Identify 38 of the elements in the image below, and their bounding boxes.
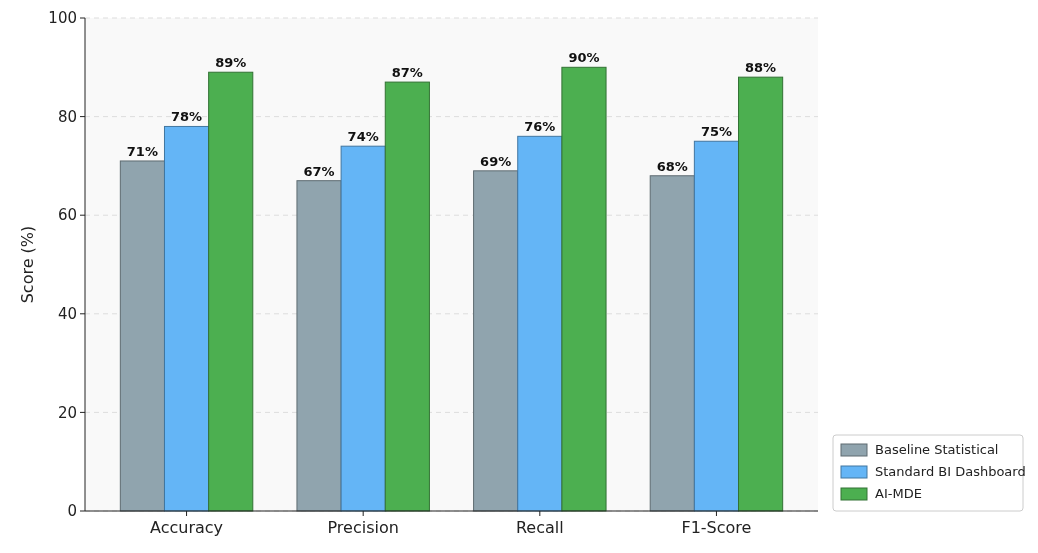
y-tick-label: 40	[57, 305, 77, 324]
x-tick-label: Accuracy	[150, 518, 224, 537]
bar	[473, 170, 519, 512]
bar	[119, 160, 165, 512]
bar	[738, 76, 784, 512]
legend-label: AI-MDE	[875, 486, 922, 501]
legend-label: Baseline Statistical	[875, 442, 999, 457]
data-label: 74%	[347, 129, 379, 145]
data-label: 89%	[215, 55, 247, 71]
bar	[384, 81, 430, 512]
bar	[693, 140, 740, 512]
bar	[561, 66, 607, 512]
bar	[649, 175, 695, 512]
data-label: 68%	[656, 158, 688, 174]
x-tick-label: F1-Score	[681, 518, 752, 537]
x-tick-label: Precision	[327, 518, 399, 537]
data-label: 67%	[303, 163, 335, 179]
legend-label: Standard BI Dashboard	[875, 464, 1026, 479]
y-tick-label: 0	[67, 502, 77, 521]
data-label: 88%	[745, 60, 777, 76]
data-label: 78%	[171, 109, 203, 125]
data-label: 71%	[126, 143, 158, 159]
bar	[296, 180, 342, 512]
y-tick-label: 20	[57, 403, 77, 422]
y-tick-label: 100	[48, 9, 77, 28]
y-axis-title: Score (%)	[18, 225, 37, 304]
bar	[163, 125, 210, 512]
bar	[208, 71, 254, 512]
bar	[517, 135, 563, 512]
data-label: 87%	[391, 65, 423, 81]
data-label: 69%	[480, 153, 512, 169]
y-tick-label: 60	[57, 206, 77, 225]
data-label: 90%	[568, 50, 600, 66]
data-label: 76%	[524, 119, 556, 135]
x-tick-label: Recall	[515, 518, 564, 537]
data-label: 75%	[700, 124, 732, 140]
y-tick-label: 80	[57, 107, 77, 126]
bar	[340, 145, 386, 512]
